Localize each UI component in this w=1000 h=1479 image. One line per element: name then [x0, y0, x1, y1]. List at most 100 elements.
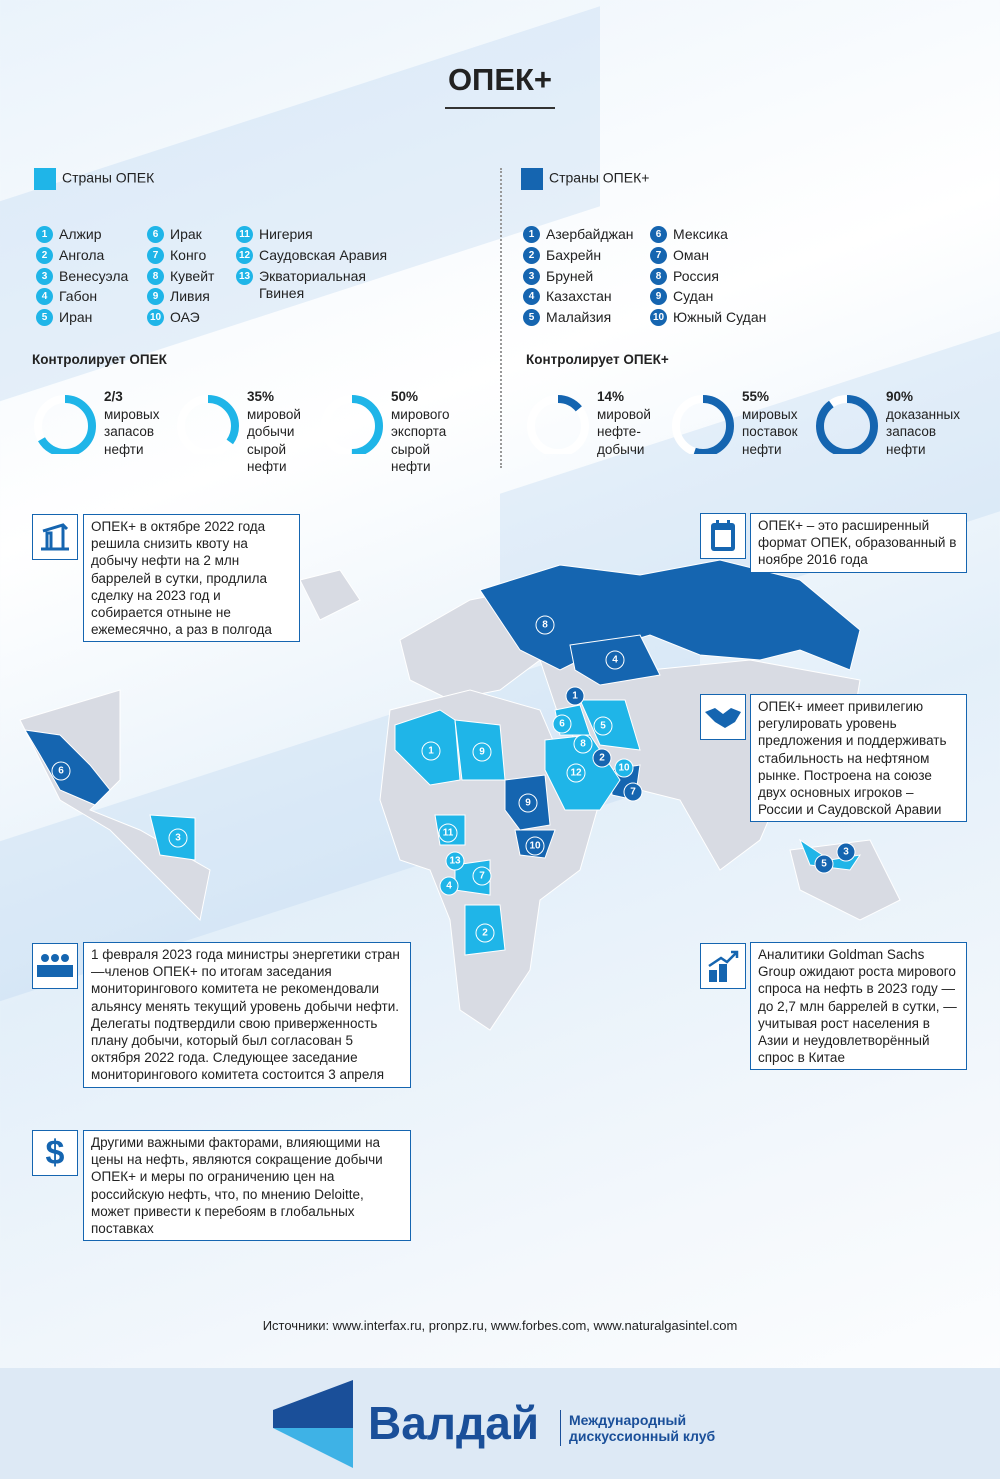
map-marker: 4 [605, 650, 625, 670]
country-item: 1 Азербайджан [523, 226, 649, 243]
country-item: 11 Нигерия [236, 226, 396, 243]
stat-text: 14% мировой нефте-добычи [597, 388, 651, 458]
stat-label-line: запасов [104, 424, 155, 439]
stat-label-line: сырой [247, 441, 287, 457]
country-name: Судан [673, 288, 714, 305]
map-marker: 5 [814, 854, 834, 874]
stat-label-line: запасов [886, 424, 937, 439]
stat-label-line: мировых [742, 406, 798, 422]
title-underline [445, 107, 555, 109]
country-item: 10 Южный Судан [650, 309, 790, 327]
country-item: 5 Иран [36, 309, 146, 327]
country-number: 10 [650, 309, 667, 327]
stat-label-line: добычи [597, 441, 645, 457]
map-marker: 8 [535, 615, 555, 635]
country-name: Бруней [546, 267, 594, 284]
stat-text: 2/3 мировых запасов нефти [104, 388, 159, 458]
dollar-icon: $ [32, 1130, 78, 1176]
country-number: 8 [147, 267, 164, 285]
stat-label-line: нефти [742, 441, 782, 457]
note-goldman: Аналитики Goldman Sachs Group ожидают ро… [750, 942, 967, 1071]
country-name: Оман [673, 246, 710, 263]
stat-label-line: нефти [247, 459, 287, 474]
stat-label-line: мировой [597, 406, 651, 422]
stat-label-line: экспорта [391, 424, 447, 439]
country-number: 6 [650, 226, 667, 243]
country-name: Малайзия [546, 309, 612, 326]
brand-tagline: Международный дискуссионный клуб [569, 1412, 715, 1444]
country-russia [479, 559, 861, 671]
map-marker: 13 [445, 851, 465, 871]
section-divider [500, 168, 502, 468]
stat-value: 90% [886, 389, 914, 404]
note-format: ОПЕК+ – это расширенный формат ОПЕК, обр… [750, 513, 967, 573]
map-marker: 11 [438, 823, 458, 843]
country-item: 5 Малайзия [523, 309, 649, 327]
calendar-icon [700, 513, 746, 559]
stat-value: 35% [247, 389, 275, 404]
opec-legend: Страны ОПЕК [34, 168, 154, 190]
stat-label-line: нефти [391, 459, 431, 474]
map-marker: 6 [552, 714, 572, 734]
donut-gauge [527, 395, 589, 454]
map-marker: 12 [566, 763, 586, 783]
brand-name: Валдай [368, 1397, 540, 1449]
country-number: 7 [147, 246, 164, 264]
country-item: 7 Оман [650, 246, 790, 264]
stat-value: 55% [742, 389, 770, 404]
valdai-logo-mark [273, 1380, 353, 1468]
handshake-icon [700, 694, 746, 740]
country-name: Ирак [170, 226, 202, 242]
country-item: 3 Бруней [523, 267, 649, 285]
country-name: Саудовская Аравия [259, 246, 388, 263]
stat-label-line: мировой [247, 406, 301, 422]
map-marker: 8 [573, 734, 593, 754]
stat-item: 55% мировых поставок нефти [670, 388, 798, 458]
country-item: 2 Бахрейн [523, 246, 649, 264]
stat-text: 35% мировой добычи сырой нефти [247, 388, 301, 476]
country-number: 4 [523, 288, 540, 306]
country-name: Кувейт [170, 267, 215, 284]
opec-controls-heading: Контролирует ОПЕК [32, 352, 167, 367]
country-name: Россия [673, 267, 719, 284]
map-marker: 5 [593, 716, 613, 736]
country-item: 1 Алжир [36, 226, 146, 243]
country-item: 7 Конго [147, 246, 236, 264]
donut-gauge [177, 395, 239, 454]
land-americas [19, 689, 211, 922]
country-number: 3 [523, 267, 540, 285]
meeting-icon [32, 943, 78, 989]
country-number: 9 [147, 288, 164, 306]
donut-fill [321, 395, 383, 454]
donut-fill [816, 395, 878, 454]
country-name: Ливия [170, 288, 210, 305]
tagline-line-2: дискуссионный клуб [569, 1428, 716, 1444]
footer: Валдай Международный дискуссионный клуб [0, 1368, 1000, 1479]
map-marker: 2 [592, 748, 612, 768]
stat-text: 55% мировых поставок нефти [742, 388, 798, 458]
donut-gauge [321, 395, 383, 454]
donut-gauge [816, 395, 878, 454]
stat-item: 50% мирового экспорта сырой нефти [319, 388, 450, 476]
stat-text: 90% доказанных запасов нефти [886, 388, 960, 458]
note-committee: 1 февраля 2023 года министры энергетики … [83, 942, 411, 1088]
country-name: Мексика [673, 226, 728, 242]
map-marker: 7 [472, 866, 492, 886]
stat-item: 35% мировой добычи сырой нефти [175, 388, 301, 476]
opec-legend-label: Страны ОПЕК [62, 169, 155, 186]
country-number: 7 [650, 246, 667, 264]
country-name: Иран [59, 309, 93, 326]
stat-value: 14% [597, 389, 625, 404]
stat-label-line: мировых [104, 406, 160, 422]
note-factors: Другими важными факторами, влияющими на … [83, 1130, 411, 1242]
country-number: 4 [36, 288, 53, 306]
country-item: 8 Россия [650, 267, 790, 285]
country-item: 6 Ирак [147, 226, 236, 243]
stat-text: 50% мирового экспорта сырой нефти [391, 388, 450, 476]
country-number: 2 [36, 246, 53, 264]
donut-fill [672, 395, 734, 454]
country-name: Южный Судан [673, 309, 767, 326]
stat-item: 2/3 мировых запасов нефти [32, 388, 159, 458]
country-name: Венесуэла [59, 267, 129, 284]
country-item: 4 Казахстан [523, 288, 649, 306]
